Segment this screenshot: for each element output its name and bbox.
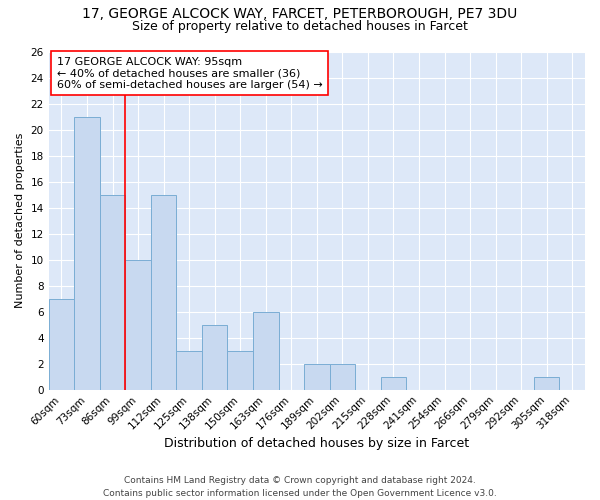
Bar	[253, 312, 278, 390]
Bar	[380, 376, 406, 390]
Bar	[227, 350, 253, 390]
Bar	[176, 350, 202, 390]
Bar	[100, 194, 125, 390]
Bar	[74, 116, 100, 390]
Text: Size of property relative to detached houses in Farcet: Size of property relative to detached ho…	[132, 20, 468, 33]
Text: 17, GEORGE ALCOCK WAY, FARCET, PETERBOROUGH, PE7 3DU: 17, GEORGE ALCOCK WAY, FARCET, PETERBORO…	[82, 8, 518, 22]
Bar	[125, 260, 151, 390]
Bar	[49, 298, 74, 390]
Y-axis label: Number of detached properties: Number of detached properties	[15, 133, 25, 308]
Bar	[202, 324, 227, 390]
Bar	[151, 194, 176, 390]
Bar	[329, 364, 355, 390]
Bar	[304, 364, 329, 390]
Text: Contains HM Land Registry data © Crown copyright and database right 2024.
Contai: Contains HM Land Registry data © Crown c…	[103, 476, 497, 498]
Bar	[534, 376, 559, 390]
Text: 17 GEORGE ALCOCK WAY: 95sqm
← 40% of detached houses are smaller (36)
60% of sem: 17 GEORGE ALCOCK WAY: 95sqm ← 40% of det…	[57, 56, 322, 90]
X-axis label: Distribution of detached houses by size in Farcet: Distribution of detached houses by size …	[164, 437, 469, 450]
